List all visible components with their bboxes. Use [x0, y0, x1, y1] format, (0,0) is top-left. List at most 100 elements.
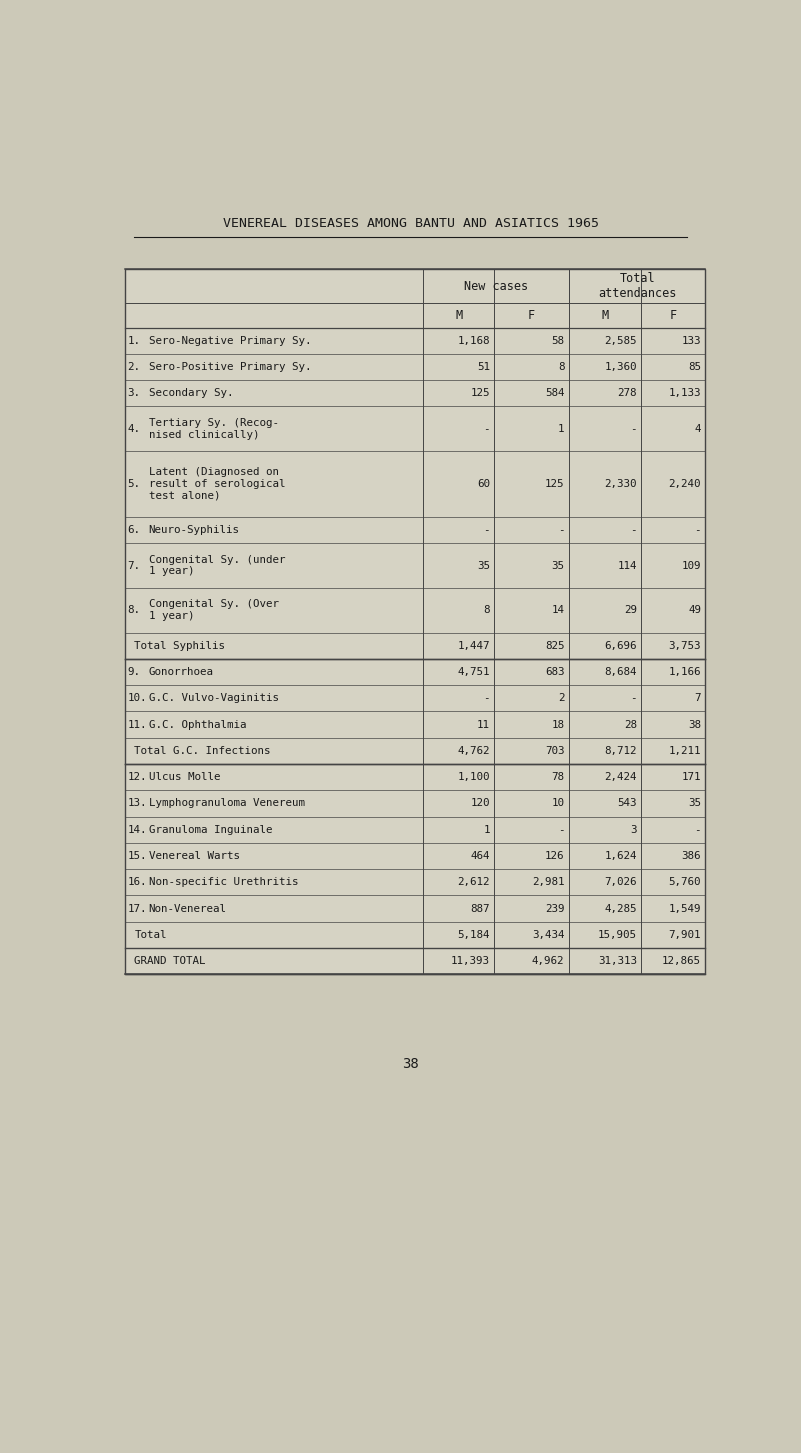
Text: G.C. Ophthalmia: G.C. Ophthalmia — [148, 719, 246, 729]
Text: G.C. Vulvo-Vaginitis: G.C. Vulvo-Vaginitis — [148, 693, 279, 703]
Text: 8: 8 — [558, 362, 565, 372]
Text: 7,026: 7,026 — [605, 878, 637, 888]
Text: 38: 38 — [688, 719, 701, 729]
Text: 703: 703 — [545, 745, 565, 756]
Text: 12,865: 12,865 — [662, 956, 701, 966]
Text: 2,240: 2,240 — [669, 479, 701, 490]
Text: 109: 109 — [682, 561, 701, 571]
Text: 35: 35 — [551, 561, 565, 571]
Text: 1.: 1. — [127, 336, 140, 346]
Text: 2,330: 2,330 — [605, 479, 637, 490]
Text: 1,549: 1,549 — [669, 904, 701, 914]
Text: 3.: 3. — [127, 388, 140, 398]
Text: 1,100: 1,100 — [457, 772, 490, 782]
Text: 5,760: 5,760 — [669, 878, 701, 888]
Text: -: - — [484, 424, 490, 434]
Text: 13.: 13. — [127, 799, 147, 808]
Text: F: F — [528, 309, 535, 321]
Text: Ulcus Molle: Ulcus Molle — [148, 772, 220, 782]
Text: 825: 825 — [545, 641, 565, 651]
Text: 1,211: 1,211 — [669, 745, 701, 756]
Text: 11.: 11. — [127, 719, 147, 729]
Text: 126: 126 — [545, 851, 565, 862]
Text: 17.: 17. — [127, 904, 147, 914]
Text: Tertiary Sy. (Recog-
nised clinically): Tertiary Sy. (Recog- nised clinically) — [148, 418, 279, 440]
Text: 2: 2 — [558, 693, 565, 703]
Text: 8,712: 8,712 — [605, 745, 637, 756]
Text: Sero-Negative Primary Sy.: Sero-Negative Primary Sy. — [148, 336, 311, 346]
Text: Total G.C. Infections: Total G.C. Infections — [135, 745, 271, 756]
Text: 3,434: 3,434 — [532, 930, 565, 940]
Text: 1,133: 1,133 — [669, 388, 701, 398]
Text: 2,981: 2,981 — [532, 878, 565, 888]
Text: M: M — [602, 309, 609, 321]
Text: 3,753: 3,753 — [669, 641, 701, 651]
Text: M: M — [455, 309, 462, 321]
Text: 85: 85 — [688, 362, 701, 372]
Text: Gonorrhoea: Gonorrhoea — [148, 667, 214, 677]
Text: Total: Total — [135, 930, 167, 940]
Text: 8.: 8. — [127, 606, 140, 615]
Text: F: F — [670, 309, 677, 321]
Text: 4,962: 4,962 — [532, 956, 565, 966]
Text: -: - — [694, 825, 701, 834]
Text: 35: 35 — [688, 799, 701, 808]
Text: Non-specific Urethritis: Non-specific Urethritis — [148, 878, 298, 888]
Text: 1,168: 1,168 — [457, 336, 490, 346]
Bar — [125, 269, 706, 975]
Text: 35: 35 — [477, 561, 490, 571]
Text: Lymphogranuloma Venereum: Lymphogranuloma Venereum — [148, 799, 304, 808]
Text: 278: 278 — [618, 388, 637, 398]
Text: 171: 171 — [682, 772, 701, 782]
Text: 11,393: 11,393 — [451, 956, 490, 966]
Text: 1,624: 1,624 — [605, 851, 637, 862]
Text: Total
attendances: Total attendances — [598, 272, 676, 301]
Text: 15.: 15. — [127, 851, 147, 862]
Text: -: - — [630, 525, 637, 535]
Text: 2.: 2. — [127, 362, 140, 372]
Text: 28: 28 — [624, 719, 637, 729]
Text: 16.: 16. — [127, 878, 147, 888]
Text: 10: 10 — [551, 799, 565, 808]
Text: -: - — [630, 424, 637, 434]
Text: 15,905: 15,905 — [598, 930, 637, 940]
Text: 14.: 14. — [127, 825, 147, 834]
Text: 887: 887 — [470, 904, 490, 914]
Text: GRAND TOTAL: GRAND TOTAL — [135, 956, 206, 966]
Text: 8,684: 8,684 — [605, 667, 637, 677]
Text: 2,612: 2,612 — [457, 878, 490, 888]
Text: 14: 14 — [551, 606, 565, 615]
Text: 1,447: 1,447 — [457, 641, 490, 651]
Text: 683: 683 — [545, 667, 565, 677]
Text: 4,751: 4,751 — [457, 667, 490, 677]
Text: Non-Venereal: Non-Venereal — [148, 904, 227, 914]
Text: -: - — [484, 525, 490, 535]
Text: 1: 1 — [558, 424, 565, 434]
Text: 7.: 7. — [127, 561, 140, 571]
Text: 10.: 10. — [127, 693, 147, 703]
Text: Secondary Sy.: Secondary Sy. — [148, 388, 233, 398]
Text: 49: 49 — [688, 606, 701, 615]
Text: 1: 1 — [484, 825, 490, 834]
Text: 133: 133 — [682, 336, 701, 346]
Text: 6.: 6. — [127, 525, 140, 535]
Text: Sero-Positive Primary Sy.: Sero-Positive Primary Sy. — [148, 362, 311, 372]
Text: Neuro-Syphilis: Neuro-Syphilis — [148, 525, 239, 535]
Text: Venereal Warts: Venereal Warts — [148, 851, 239, 862]
Text: 125: 125 — [545, 479, 565, 490]
Text: Granuloma Inguinale: Granuloma Inguinale — [148, 825, 272, 834]
Text: 1,166: 1,166 — [669, 667, 701, 677]
Text: 114: 114 — [618, 561, 637, 571]
Text: 2,585: 2,585 — [605, 336, 637, 346]
Text: 4,762: 4,762 — [457, 745, 490, 756]
Text: 2,424: 2,424 — [605, 772, 637, 782]
Text: 464: 464 — [470, 851, 490, 862]
Text: 239: 239 — [545, 904, 565, 914]
Text: 3: 3 — [630, 825, 637, 834]
Text: 1,360: 1,360 — [605, 362, 637, 372]
Text: 18: 18 — [551, 719, 565, 729]
Text: VENEREAL DISEASES AMONG BANTU AND ASIATICS 1965: VENEREAL DISEASES AMONG BANTU AND ASIATI… — [223, 216, 598, 230]
Text: 78: 78 — [551, 772, 565, 782]
Text: 4.: 4. — [127, 424, 140, 434]
Text: 8: 8 — [484, 606, 490, 615]
